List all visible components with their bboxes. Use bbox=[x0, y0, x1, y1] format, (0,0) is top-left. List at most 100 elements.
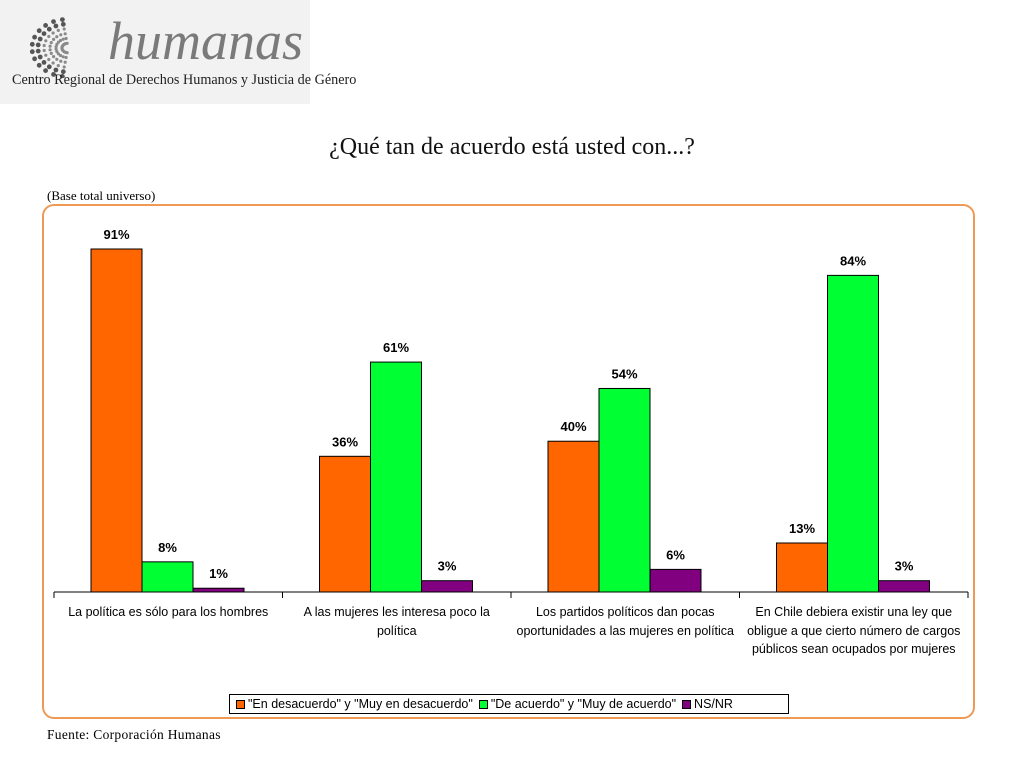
logo-dot bbox=[61, 55, 65, 59]
bar bbox=[141, 561, 194, 593]
logo-dot bbox=[60, 21, 66, 27]
logo-dot bbox=[55, 57, 59, 61]
bar bbox=[827, 274, 879, 593]
logo-dot bbox=[44, 53, 48, 57]
logo-dot bbox=[36, 28, 42, 34]
logo-dot bbox=[56, 64, 60, 68]
logo-dot bbox=[56, 28, 60, 32]
legend-swatch-disagree bbox=[236, 699, 245, 709]
bar-data-label: 54% bbox=[611, 366, 637, 381]
logo-dot bbox=[53, 23, 59, 29]
logo-dot bbox=[43, 23, 48, 28]
logo-dot bbox=[51, 31, 55, 35]
chart-frame bbox=[42, 204, 975, 719]
logo-dot bbox=[63, 32, 67, 36]
category-label: La política es sólo para los hombres bbox=[68, 605, 269, 619]
logo-dot bbox=[62, 27, 66, 31]
logo-dot bbox=[41, 60, 47, 65]
legend-item-agree: "De acuerdo" y "Muy de acuerdo" bbox=[478, 697, 677, 711]
bar bbox=[649, 568, 702, 593]
logo-dot bbox=[55, 35, 59, 39]
bar-data-label: 84% bbox=[840, 253, 866, 268]
logo-dots-emblem bbox=[29, 17, 69, 78]
page-title: ¿Qué tan de acuerdo está usted con...? bbox=[329, 134, 695, 160]
bar-data-label: 3% bbox=[895, 559, 914, 574]
logo-dot bbox=[29, 49, 35, 55]
logo-dot bbox=[48, 48, 52, 52]
logo-dot bbox=[51, 61, 55, 65]
legend-label-disagree: "En desacuerdo" y "Muy en desacuerdo" bbox=[248, 697, 473, 711]
legend-swatch-agree bbox=[478, 699, 488, 709]
logo-dot bbox=[35, 42, 41, 48]
logo-wordmark: humanas bbox=[108, 11, 304, 71]
legend-label-agree: "De acuerdo" y "Muy de acuerdo" bbox=[490, 697, 677, 711]
logo-dot bbox=[37, 36, 43, 42]
logo-dot bbox=[60, 17, 65, 22]
logo-dot bbox=[52, 55, 56, 59]
logo-dot bbox=[32, 34, 37, 40]
bar bbox=[90, 248, 143, 593]
logo-dot bbox=[60, 69, 66, 75]
logo-dot bbox=[51, 72, 56, 77]
bar-data-label: 40% bbox=[560, 419, 586, 434]
bar bbox=[776, 542, 828, 593]
logo-dot bbox=[58, 53, 63, 58]
logo-dot bbox=[36, 62, 42, 68]
logo-dot bbox=[32, 56, 37, 62]
bar-data-label: 13% bbox=[789, 521, 815, 536]
legend-label-nsnr: NS/NR bbox=[694, 697, 733, 711]
legend-item-nsnr: NS/NR bbox=[682, 697, 733, 711]
logo-dot bbox=[37, 54, 43, 60]
logo-dot bbox=[60, 74, 65, 78]
logo-dot bbox=[64, 36, 68, 41]
logo-dot bbox=[48, 44, 52, 48]
logo-dot bbox=[49, 51, 53, 56]
humanas-logo: humanas Centro Regional de Derechos Huma… bbox=[0, 0, 356, 104]
logo-dot bbox=[43, 68, 48, 73]
logo-dot bbox=[63, 60, 67, 64]
bar-data-label: 91% bbox=[103, 227, 129, 242]
logo-dot bbox=[52, 37, 56, 41]
category-label: En Chile debiera existir una ley que obl… bbox=[747, 605, 961, 656]
legend-item-disagree: "En desacuerdo" y "Muy en desacuerdo" bbox=[236, 697, 473, 711]
base-note: (Base total universo) bbox=[47, 188, 156, 203]
bar-data-label: 1% bbox=[209, 566, 228, 581]
logo-dot bbox=[65, 51, 69, 55]
logo-dot bbox=[42, 48, 46, 53]
logo-dot bbox=[61, 37, 65, 41]
bar bbox=[421, 580, 473, 593]
bar bbox=[319, 455, 371, 593]
legend-swatch-nsnr bbox=[682, 699, 692, 709]
logo-dot bbox=[47, 57, 51, 62]
logo-dot bbox=[29, 41, 35, 47]
bar bbox=[370, 361, 422, 593]
logo-dot bbox=[41, 31, 47, 36]
bar-data-label: 61% bbox=[383, 340, 409, 355]
category-label: Los partidos políticos dan pocas oportun… bbox=[516, 605, 735, 638]
bar bbox=[192, 587, 245, 593]
bar bbox=[547, 440, 600, 593]
logo-dot bbox=[59, 33, 63, 37]
logo-dot bbox=[49, 41, 53, 45]
logo-dot bbox=[62, 65, 66, 69]
logo-dot bbox=[59, 59, 63, 63]
logo-dot bbox=[42, 43, 46, 48]
bar-data-label: 36% bbox=[332, 434, 358, 449]
logo-dot bbox=[51, 19, 56, 24]
logo-dot bbox=[46, 64, 52, 70]
logo-dot bbox=[35, 48, 41, 54]
category-label: A las mujeres les interesa poco la polít… bbox=[303, 605, 490, 638]
bar-data-label: 8% bbox=[158, 540, 177, 555]
logo-dot bbox=[53, 67, 59, 73]
bar bbox=[598, 387, 651, 593]
logo-dot bbox=[47, 34, 51, 39]
logo-dot bbox=[44, 39, 48, 43]
bar bbox=[878, 580, 930, 593]
chart-legend: "En desacuerdo" y "Muy en desacuerdo" "D… bbox=[229, 694, 789, 714]
bar-data-label: 6% bbox=[666, 547, 685, 562]
logo-dot bbox=[64, 55, 68, 60]
logo-dot bbox=[46, 26, 52, 32]
logo-subtitle: Centro Regional de Derechos Humanos y Ju… bbox=[12, 72, 357, 88]
bar-data-label: 3% bbox=[438, 559, 457, 574]
